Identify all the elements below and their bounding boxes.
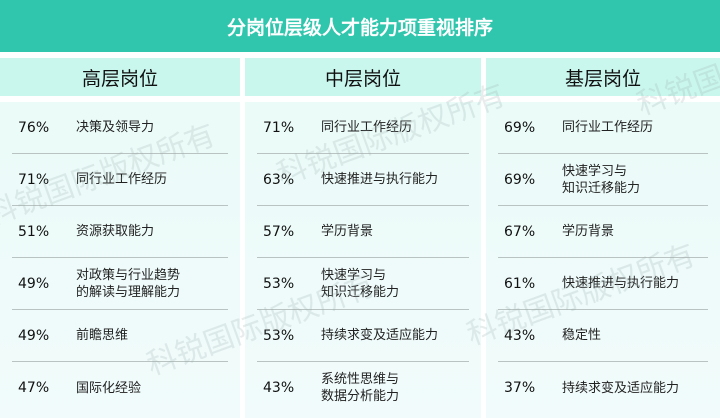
percentage: 53% [263, 275, 295, 292]
ability-label: 持续求变及适应能力 [321, 328, 439, 343]
table-row: 37% 持续求变及适应能力 [498, 362, 708, 414]
table-row: 49% 对政策与行业趋势 的解读与理解能力 [12, 258, 228, 310]
table-row: 69% 同行业工作经历 [498, 102, 708, 154]
percentage: 51% [18, 223, 50, 240]
column-header: 基层岗位 [486, 58, 720, 96]
percentage: 37% [504, 380, 536, 396]
column-body: 76% 决策及领导力 71% 同行业工作经历 51% 资源获取能力 49% 对政策与行业趋势 … [0, 102, 240, 418]
ability-label: 同行业工作经历 [562, 120, 654, 135]
percentage: 69% [504, 171, 536, 188]
percentage: 67% [504, 223, 536, 240]
table-row: 57% 学历背景 [257, 206, 469, 258]
percentage: 76% [18, 119, 50, 136]
ability-label: 资源获取能力 [76, 224, 155, 239]
percentage: 47% [18, 380, 50, 396]
ability-label: 决策及领导力 [76, 120, 155, 135]
ability-label: 同行业工作经历 [321, 120, 413, 135]
table-row: 63% 快速推进与执行能力 [257, 154, 469, 206]
percentage: 49% [18, 327, 50, 344]
ability-label: 前瞻思维 [76, 328, 129, 343]
percentage: 61% [504, 275, 536, 292]
percentage: 53% [263, 327, 295, 344]
ability-label: 学历背景 [321, 224, 374, 239]
page-title: 分岗位层级人才能力项重视排序 [0, 0, 720, 52]
column-body: 71% 同行业工作经历 63% 快速推进与执行能力 57% 学历背景 53% 快速学习与 知识… [245, 102, 481, 418]
percentage: 49% [18, 275, 50, 292]
percentage: 43% [504, 327, 536, 344]
table-row: 47% 国际化经验 [12, 362, 228, 414]
percentage: 57% [263, 223, 295, 240]
table-row: 71% 同行业工作经历 [12, 154, 228, 206]
ability-label: 对政策与行业趋势 的解读与理解能力 [76, 267, 181, 300]
table-row: 67% 学历背景 [498, 206, 708, 258]
percentage: 71% [263, 119, 295, 136]
percentage: 43% [263, 380, 295, 396]
column-body: 69% 同行业工作经历 69% 快速学习与 知识迁移能力 67% 学历背景 61% 快速推进与… [486, 102, 720, 418]
percentage: 63% [263, 171, 295, 188]
ability-label: 同行业工作经历 [76, 172, 168, 187]
ability-label: 快速推进与执行能力 [321, 172, 439, 187]
table-row: 53% 快速学习与 知识迁移能力 [257, 258, 469, 310]
table-row: 49% 前瞻思维 [12, 310, 228, 362]
column-1: 高层岗位 76% 决策及领导力 71% 同行业工作经历 51% 资源获取能力 49% 对政策与行… [0, 58, 240, 418]
column-header: 高层岗位 [0, 58, 240, 96]
column-header: 中层岗位 [245, 58, 481, 96]
table-row: 53% 持续求变及适应能力 [257, 310, 469, 362]
percentage: 71% [18, 171, 50, 188]
table-row: 61% 快速推进与执行能力 [498, 258, 708, 310]
ability-label: 快速推进与执行能力 [562, 276, 680, 291]
table-row: 43% 稳定性 [498, 310, 708, 362]
ability-label: 学历背景 [562, 224, 615, 239]
ability-label: 快速学习与 知识迁移能力 [562, 163, 641, 196]
ability-label: 国际化经验 [76, 380, 142, 396]
percentage: 69% [504, 119, 536, 136]
table-row: 51% 资源获取能力 [12, 206, 228, 258]
column-2: 中层岗位 71% 同行业工作经历 63% 快速推进与执行能力 57% 学历背景 53% 快速学习… [245, 58, 481, 418]
column-3: 基层岗位 69% 同行业工作经历 69% 快速学习与 知识迁移能力 67% 学历背景 61% 快… [486, 58, 720, 418]
table-row: 71% 同行业工作经历 [257, 102, 469, 154]
ability-label: 系统性思维与 数据分析能力 [321, 372, 400, 404]
table-row: 76% 决策及领导力 [12, 102, 228, 154]
table-row: 43% 系统性思维与 数据分析能力 [257, 362, 469, 414]
ability-label: 快速学习与 知识迁移能力 [321, 267, 400, 300]
ability-label: 持续求变及适应能力 [562, 380, 680, 396]
table-row: 69% 快速学习与 知识迁移能力 [498, 154, 708, 206]
ability-label: 稳定性 [562, 328, 602, 343]
